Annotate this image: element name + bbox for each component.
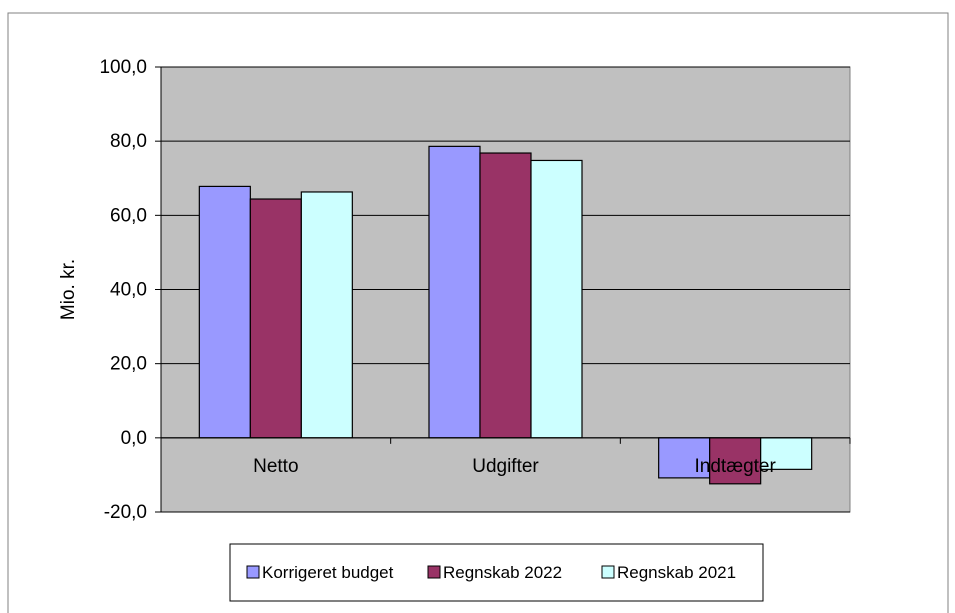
bar-regnskab-2021 [300, 191, 353, 439]
y-tick-label: 0,0 [121, 428, 147, 449]
legend-box [229, 543, 764, 602]
legend-swatch [246, 565, 260, 579]
bar-korrigeret-budget [198, 185, 251, 439]
x-category-label: Udgifter [472, 456, 539, 477]
x-category-labels: Netto Udgifter Indtægter [253, 456, 776, 477]
y-tick-label: 40,0 [110, 280, 147, 301]
legend: Korrigeret budget Regnskab 2022 Regnskab 2… [229, 543, 764, 602]
x-category-label: Indtægter [695, 456, 777, 477]
y-axis-title: Mio. kr. [58, 259, 79, 320]
legend-label: Regnskab 2021 [617, 563, 736, 582]
legend-swatch [427, 565, 441, 579]
bar-regnskab-2021 [530, 159, 583, 439]
y-tick-label: 20,0 [110, 354, 147, 375]
bar-regnskab-2021 [760, 437, 813, 470]
bars [198, 145, 813, 485]
legend-swatch [601, 565, 615, 579]
bar-korrigeret-budget [428, 145, 481, 439]
axes [155, 66, 851, 513]
x-category-label: Netto [253, 456, 298, 477]
bar-regnskab-2022 [479, 152, 532, 439]
y-tick-label: -20,0 [104, 502, 147, 523]
legend-label: Regnskab 2022 [443, 563, 562, 582]
bar-regnskab-2022 [249, 198, 302, 439]
y-tick-label: 60,0 [110, 205, 147, 226]
y-tick-label: 100,0 [99, 57, 147, 78]
y-tick-labels: -20,0 0,0 20,0 40,0 60,0 80,0 100,0 [99, 57, 147, 523]
legend-label: Korrigeret budget [262, 563, 394, 582]
y-tick-label: 80,0 [110, 131, 147, 152]
